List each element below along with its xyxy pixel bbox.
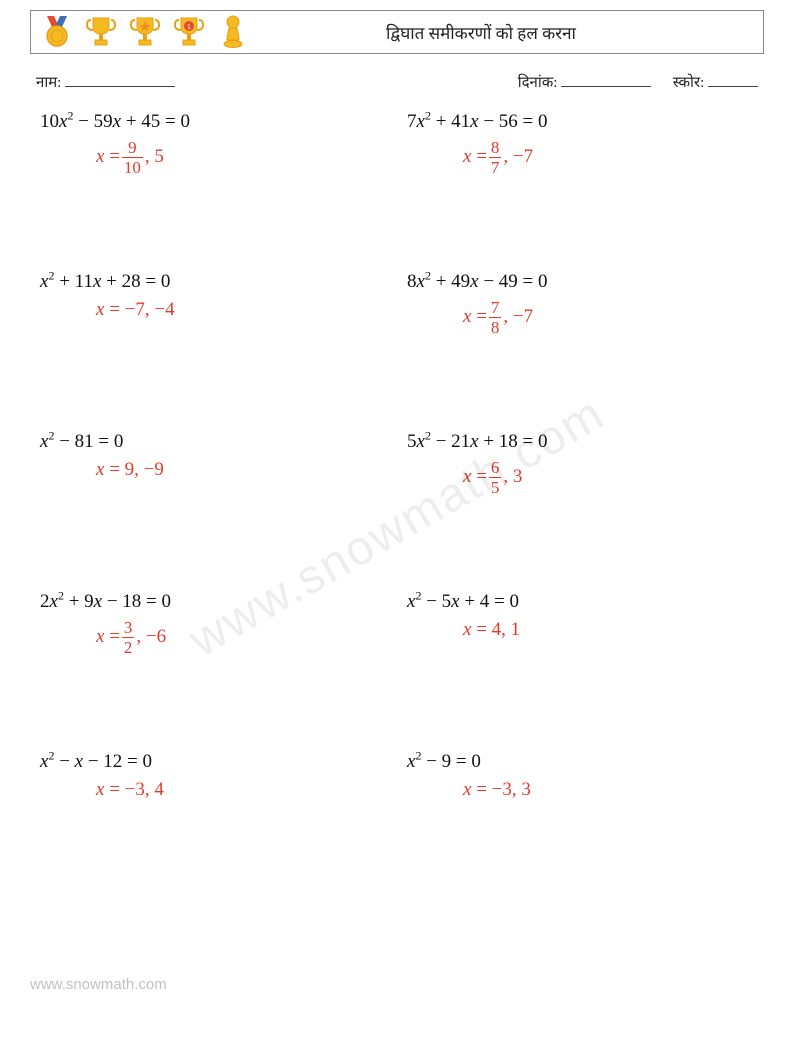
answer: x = 87, −7 <box>407 139 754 176</box>
answer: x = −3, 3 <box>407 779 754 802</box>
equation: 10x2 − 59x + 45 = 0 <box>40 110 387 135</box>
equation: x2 + 11x + 28 = 0 <box>40 270 387 295</box>
equation: x2 − 81 = 0 <box>40 430 387 455</box>
answer: x = −7, −4 <box>40 299 387 322</box>
svg-text:1: 1 <box>187 24 191 31</box>
name-blank[interactable] <box>65 72 175 87</box>
problem: x2 − 81 = 0 x = 9, −9 <box>40 430 387 510</box>
problem: x2 + 11x + 28 = 0 x = −7, −4 <box>40 270 387 350</box>
name-label: नाम: <box>36 72 65 92</box>
pawn-icon <box>217 14 249 50</box>
worksheet-page: 1 द्विघात समीकरणों को हल करना नाम: दिनां… <box>0 0 794 1053</box>
answer: x = 910, 5 <box>40 139 387 176</box>
problems-grid: 10x2 − 59x + 45 = 0 x = 910, 5 7x2 + 41x −… <box>30 102 764 830</box>
trophy-star-icon <box>129 14 161 50</box>
answer: x = 78, −7 <box>407 299 754 336</box>
footer-url: www.snowmath.com <box>30 976 167 993</box>
equation: 2x2 + 9x − 18 = 0 <box>40 590 387 615</box>
answer: x = 65, 3 <box>407 459 754 496</box>
score-blank[interactable] <box>708 72 758 87</box>
equation: x2 − x − 12 = 0 <box>40 750 387 775</box>
problem: x2 − 9 = 0 x = −3, 3 <box>407 750 754 830</box>
worksheet-title: द्विघात समीकरणों को हल करना <box>249 21 753 44</box>
answer: x = −3, 4 <box>40 779 387 802</box>
equation: 8x2 + 49x − 49 = 0 <box>407 270 754 295</box>
date-label: दिनांक: <box>518 72 562 92</box>
date-blank[interactable] <box>561 72 651 87</box>
medal-icon <box>41 14 73 50</box>
answer: x = 4, 1 <box>407 619 754 642</box>
equation: x2 − 9 = 0 <box>407 750 754 775</box>
problem: x2 − 5x + 4 = 0 x = 4, 1 <box>407 590 754 670</box>
score-label <box>665 72 673 92</box>
problem: 5x2 − 21x + 18 = 0 x = 65, 3 <box>407 430 754 510</box>
equation: 5x2 − 21x + 18 = 0 <box>407 430 754 455</box>
problem: 2x2 + 9x − 18 = 0 x = 32, −6 <box>40 590 387 670</box>
problem: x2 − x − 12 = 0 x = −3, 4 <box>40 750 387 830</box>
cup-icon <box>85 14 117 50</box>
problem: 7x2 + 41x − 56 = 0 x = 87, −7 <box>407 110 754 190</box>
info-row: नाम: दिनांक: स्कोर: <box>36 72 758 92</box>
problem: 8x2 + 49x − 49 = 0 x = 78, −7 <box>407 270 754 350</box>
answer: x = 9, −9 <box>40 459 387 482</box>
header-box: 1 द्विघात समीकरणों को हल करना <box>30 10 764 54</box>
equation: 7x2 + 41x − 56 = 0 <box>407 110 754 135</box>
answer: x = 32, −6 <box>40 619 387 656</box>
problem: 10x2 − 59x + 45 = 0 x = 910, 5 <box>40 110 387 190</box>
equation: x2 − 5x + 4 = 0 <box>407 590 754 615</box>
trophy-badge-icon: 1 <box>173 14 205 50</box>
trophy-row: 1 <box>41 14 249 50</box>
